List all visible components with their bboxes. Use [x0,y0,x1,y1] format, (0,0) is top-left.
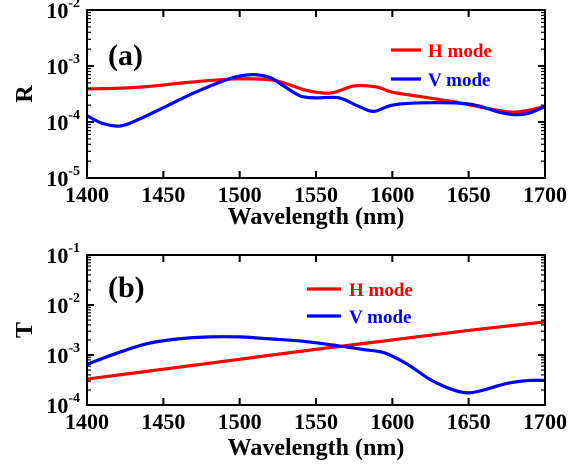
y-tick-label: 10-3 [46,52,80,79]
y-tick-label: 10-4 [46,391,80,418]
x-tick-label: 1650 [447,409,491,434]
y-tick-label: 10-2 [46,0,80,23]
x-tick-label: 1400 [65,182,109,207]
x-tick-label: 1550 [294,409,338,434]
legend: H mode V mode [391,41,492,91]
y-tick-label: 10-5 [46,164,80,191]
x-tick-label: 1700 [523,409,567,434]
panel-label: (a) [108,39,143,72]
series-line-v-mode [87,335,545,395]
series-line-h-mode [87,320,545,381]
y-tick-label: 10-3 [46,341,80,368]
x-axis-label: Wavelength (nm) [228,204,405,230]
legend-label: V mode [349,307,411,328]
x-tick-label: 1650 [447,182,491,207]
series-line-v-mode [87,73,545,128]
x-tick-label: 1600 [370,409,414,434]
x-tick-label: 1500 [218,409,262,434]
plot-frame [86,9,546,179]
x-tick-label: 1450 [141,409,185,434]
x-tick-label: 1550 [294,182,338,207]
legend: H mode V mode [307,280,413,328]
legend-label: V mode [428,70,490,91]
y-axis-label: T [12,322,38,338]
panel-label: (b) [108,271,145,304]
chart-panel-b: 1400 1450 1500 1550 1600 1650 1700 10-4 10-3 10-2… [12,241,567,461]
chart-panel-a: 1400 1450 1500 1550 1600 1650 1700 10-5 10-4 10-3… [12,0,567,230]
legend-label: H mode [428,41,492,62]
x-tick-label: 1600 [370,182,414,207]
x-tick-label: 1700 [523,182,567,207]
x-tick-label: 1400 [65,409,109,434]
x-tick-label: 1450 [141,182,185,207]
legend-label: H mode [349,280,413,301]
y-tick-label: 10-1 [46,241,80,268]
y-tick-label: 10-2 [46,291,80,318]
y-tick-label: 10-4 [46,108,80,135]
x-tick-label: 1500 [218,182,262,207]
x-axis-label: Wavelength (nm) [228,435,405,461]
y-axis-label: R [12,85,38,103]
